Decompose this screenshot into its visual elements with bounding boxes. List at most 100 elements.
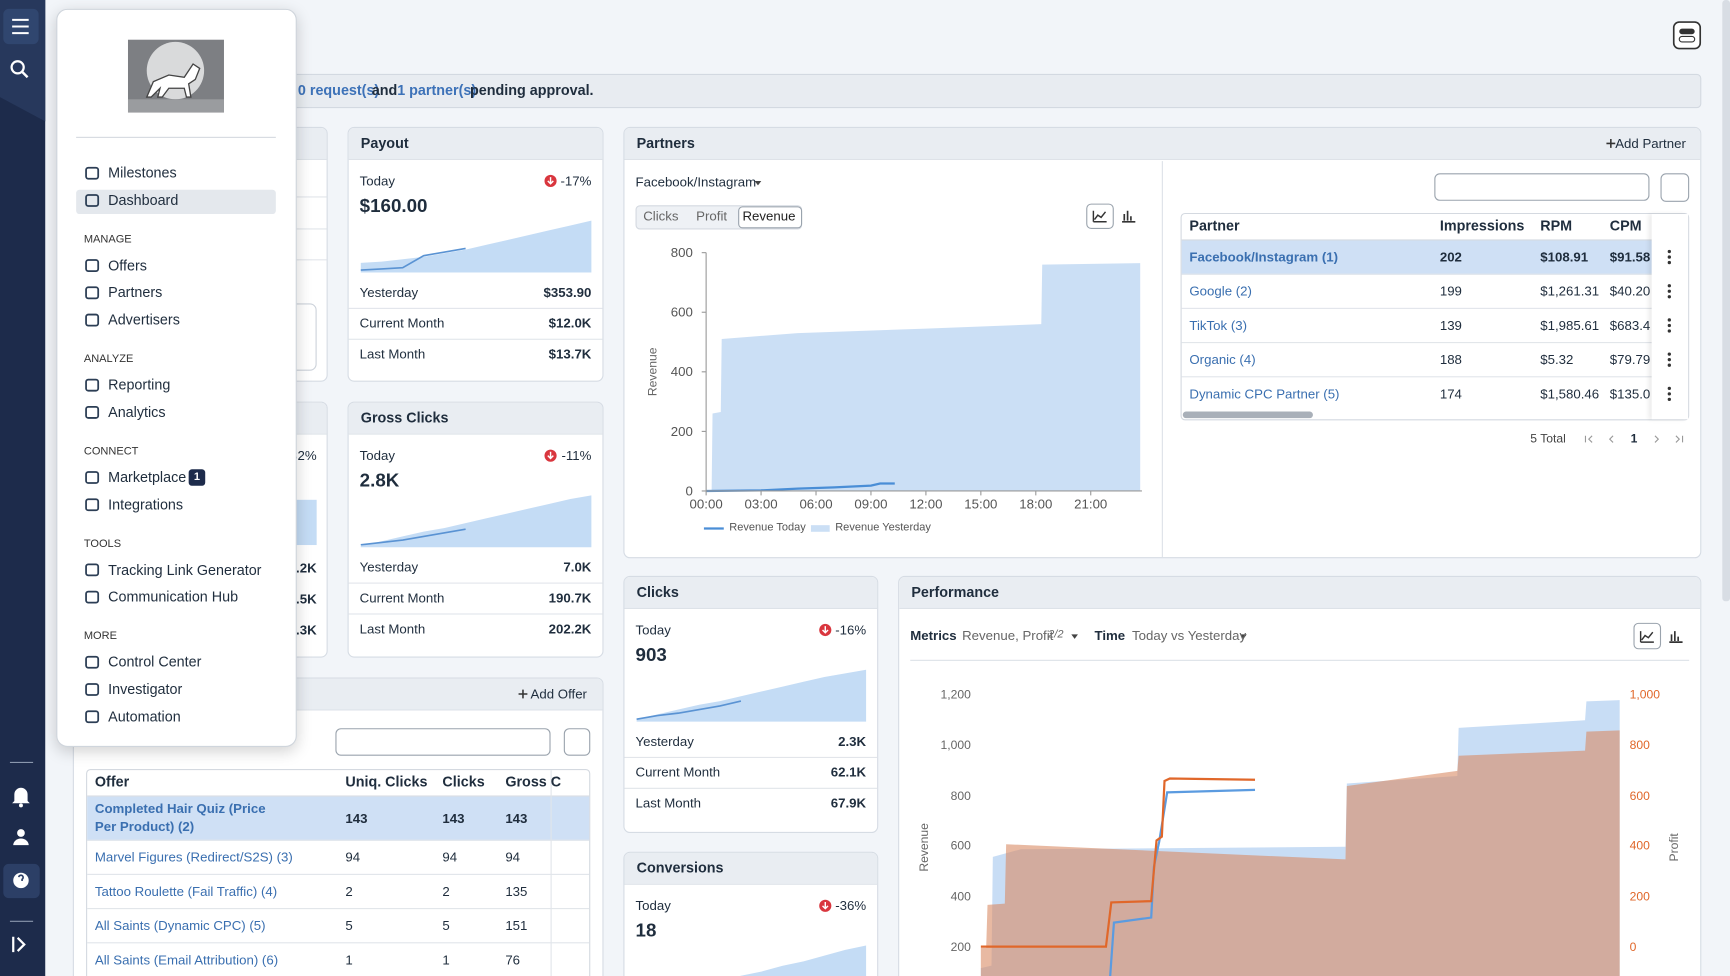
menu-item[interactable]: Tracking Link Generator	[108, 561, 262, 578]
cell: 5	[442, 917, 450, 934]
row-value: 67.9K	[830, 795, 867, 811]
row-rule	[87, 873, 590, 875]
label: .5K	[296, 591, 317, 607]
row-label: Yesterday	[359, 559, 419, 575]
filter-value[interactable]: Revenue, Profit	[962, 627, 1054, 644]
column-header: Impressions	[1439, 217, 1525, 234]
cell: $91.58	[1609, 249, 1651, 265]
card-title: Partners	[636, 134, 695, 152]
column-header: RPM	[1540, 217, 1573, 234]
cell: 174	[1439, 386, 1462, 402]
menu-item[interactable]: Partners	[108, 283, 163, 301]
y-tick-label: 1,200	[940, 688, 971, 702]
today-value: 2.8K	[359, 470, 400, 491]
notice-link: 0 request(s)	[297, 81, 380, 99]
card-title: Performance	[911, 583, 1000, 601]
row-value: 62.1K	[830, 764, 867, 781]
cell: 5	[345, 917, 353, 934]
row-rule	[1181, 307, 1689, 309]
x-tick-label: 18:00	[1019, 496, 1053, 512]
row-value: $13.7K	[548, 346, 592, 362]
separator	[624, 756, 878, 758]
cell: $135.0	[1609, 386, 1651, 402]
cell: 188	[1439, 351, 1462, 368]
filter-label: Time	[1094, 627, 1126, 644]
partner-link[interactable]: Google (2)	[1189, 283, 1252, 299]
label: pending approval.	[470, 81, 594, 99]
offer-link[interactable]: Marvel Figures (Redirect/S2S) (3)	[94, 849, 293, 866]
offer-link[interactable]: All Saints (Dynamic CPC) (5)	[94, 917, 266, 934]
column-header: Gross C	[505, 773, 562, 790]
y2-tick-label: 400	[1629, 840, 1650, 854]
row-label: Last Month	[359, 346, 426, 362]
search-box	[1434, 173, 1650, 201]
offer-link[interactable]: Completed Hair Quiz (Price Per Product) …	[94, 801, 266, 835]
y-tick-label: 600	[670, 304, 693, 320]
row-value: 2.3K	[838, 733, 867, 750]
menu-heading: ANALYZE	[83, 353, 134, 366]
menu-item-active	[76, 189, 276, 215]
menu-item[interactable]: Control Center	[108, 653, 202, 670]
partner-link[interactable]: Dynamic CPC Partner (5)	[1189, 386, 1340, 402]
card-title: Gross Clicks	[360, 409, 449, 426]
x-tick-label: 21:00	[1074, 496, 1108, 512]
h-scrollbar	[1182, 411, 1313, 419]
filter-label: Metrics	[910, 627, 957, 644]
y-tick-label: 200	[950, 941, 971, 955]
y2-tick-label: 1,000	[1629, 688, 1660, 702]
filter-count: 2/2	[1048, 628, 1064, 642]
partner-link[interactable]: Organic (4)	[1189, 351, 1256, 368]
row-rule	[87, 908, 590, 910]
cell: $1,261.31	[1540, 283, 1600, 299]
view-toggle	[1679, 28, 1695, 35]
menu-item[interactable]: Automation	[108, 707, 181, 725]
add-partner-button[interactable]: Add Partner	[1615, 135, 1686, 152]
y2-tick-label: 0	[1629, 941, 1637, 955]
menu-item[interactable]: Reporting	[108, 376, 171, 393]
y-tick-label: 0	[685, 483, 693, 499]
menu-item[interactable]: Investigator	[108, 680, 183, 698]
cell: $108.91	[1540, 249, 1589, 265]
cell: 143	[505, 810, 528, 827]
menu-item[interactable]: Dashboard	[108, 191, 179, 209]
menu-item[interactable]: Marketplace	[108, 468, 187, 486]
add-offer-button[interactable]: Add Offer	[530, 686, 587, 702]
row-rule	[1181, 342, 1689, 344]
menu-item[interactable]: Communication Hub	[108, 588, 239, 605]
page-number[interactable]: 1	[1630, 432, 1638, 446]
partner-link[interactable]: TikTok (3)	[1189, 317, 1248, 334]
offer-link[interactable]: All Saints (Email Attribution) (6)	[94, 952, 279, 968]
menu-rule	[76, 136, 276, 138]
separator	[286, 228, 327, 230]
row-label: Last Month	[635, 795, 702, 811]
separator	[286, 196, 327, 198]
badge: 1	[193, 470, 201, 484]
header-rule	[1181, 239, 1689, 241]
today-value: 18	[635, 920, 657, 942]
row-label: Yesterday	[635, 733, 694, 750]
row-rule	[87, 839, 590, 841]
cell: 143	[345, 810, 368, 827]
cell: $40.20	[1609, 283, 1651, 299]
menu-item[interactable]: Advertisers	[108, 311, 180, 328]
partner-link[interactable]: Facebook/Instagram (1)	[1189, 249, 1338, 265]
cell: 202	[1439, 249, 1462, 265]
menu-item[interactable]: Integrations	[108, 495, 184, 513]
tab[interactable]: Clicks	[643, 208, 679, 224]
menu-item[interactable]: Analytics	[108, 403, 166, 421]
y-tick-label: 600	[950, 840, 971, 854]
filter-value[interactable]: Today vs Yesterday	[1132, 627, 1247, 644]
menu-item[interactable]: Milestones	[108, 164, 177, 181]
menu-item[interactable]: Offers	[108, 256, 147, 274]
tab[interactable]: Profit	[696, 208, 728, 224]
offer-link[interactable]: Tattoo Roulette (Fail Traffic) (4)	[94, 883, 278, 900]
partner-selector[interactable]: Facebook/Instagram	[635, 174, 757, 190]
column-header: CPM	[1609, 217, 1642, 234]
separator	[348, 613, 603, 615]
column-header: Offer	[94, 773, 130, 790]
tab-selected	[738, 206, 803, 229]
change: -17%	[560, 173, 592, 189]
separator	[348, 582, 603, 584]
tab[interactable]: Revenue	[742, 208, 796, 224]
